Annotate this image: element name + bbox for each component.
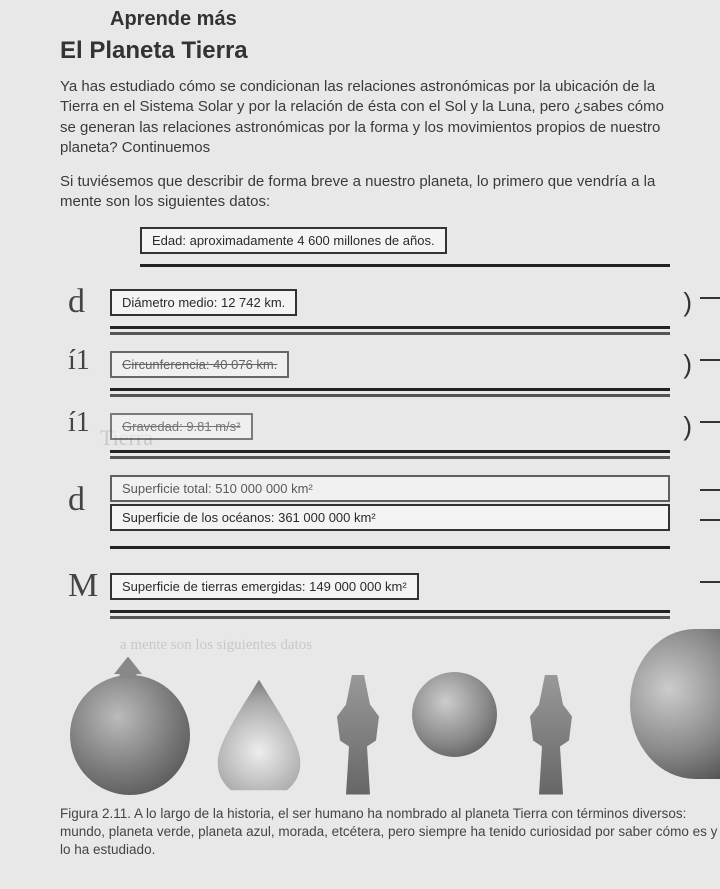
blank-line <box>700 421 720 423</box>
fact-diameter-box: Diámetro medio: 12 742 km. <box>110 289 297 316</box>
paren-icon: ) <box>683 411 692 442</box>
fact-circumference-box: Circunferencia: 40 076 km. <box>110 351 289 378</box>
fact-age-box: Edad: aproximadamente 4 600 millones de … <box>140 227 447 254</box>
fact-age: Edad: aproximadamente 4 600 millones de … <box>140 227 670 261</box>
globe-small-icon <box>412 672 497 757</box>
fact-circumference: í1 Circunferencia: 40 076 km. ) <box>110 351 670 385</box>
lead-paragraph: Si tuviésemos que describir de forma bre… <box>60 172 680 213</box>
letter-d2-icon: d <box>68 481 85 519</box>
fact-diameter: d Diámetro medio: 12 742 km. ) <box>110 289 670 323</box>
blank-line <box>700 581 720 583</box>
page-title: El Planeta Tierra <box>60 37 720 65</box>
paren-icon: ) <box>683 287 692 318</box>
fact-land: M Superficie de tierras emergidas: 149 0… <box>110 573 670 607</box>
section-kicker: Aprende más <box>110 8 720 31</box>
fact-gravity: í1 Gravedad: 9.81 m/s² ) <box>110 413 670 447</box>
page: Aprende más El Planeta Tierra Ya has est… <box>0 0 720 859</box>
blank-line <box>700 297 720 299</box>
ghost-text-2: a mente son los siguientes datos <box>120 637 312 654</box>
facts-list: Edad: aproximadamente 4 600 millones de … <box>110 227 670 607</box>
intro-paragraph: Ya has estudiado cómo se condicionan las… <box>60 77 680 158</box>
illustration-row <box>60 635 720 795</box>
blank-line <box>700 359 720 361</box>
paren-icon: ) <box>683 349 692 380</box>
blank-line <box>700 519 720 521</box>
letter-m-icon: M <box>68 567 98 605</box>
blank-line <box>700 489 720 491</box>
figure-caption: Figura 2.11. A lo largo de la historia, … <box>60 805 720 860</box>
globe-house-icon <box>70 675 190 795</box>
fact-land-box: Superficie de tierras emergidas: 149 000… <box>110 573 419 600</box>
fact-surface-group: d Superficie total: 510 000 000 km² Supe… <box>110 475 670 545</box>
letter-i1b-icon: í1 <box>68 407 90 439</box>
water-drop-icon <box>218 679 301 789</box>
fact-surface-total-box: Superficie total: 510 000 000 km² <box>110 475 670 502</box>
fact-surface-ocean-box: Superficie de los océanos: 361 000 000 k… <box>110 504 670 531</box>
hand-right-icon <box>521 675 581 795</box>
fact-gravity-box: Gravedad: 9.81 m/s² <box>110 413 253 440</box>
letter-i1-icon: í1 <box>68 345 90 377</box>
hand-left-icon <box>328 675 388 795</box>
letter-d-icon: d <box>68 283 85 321</box>
